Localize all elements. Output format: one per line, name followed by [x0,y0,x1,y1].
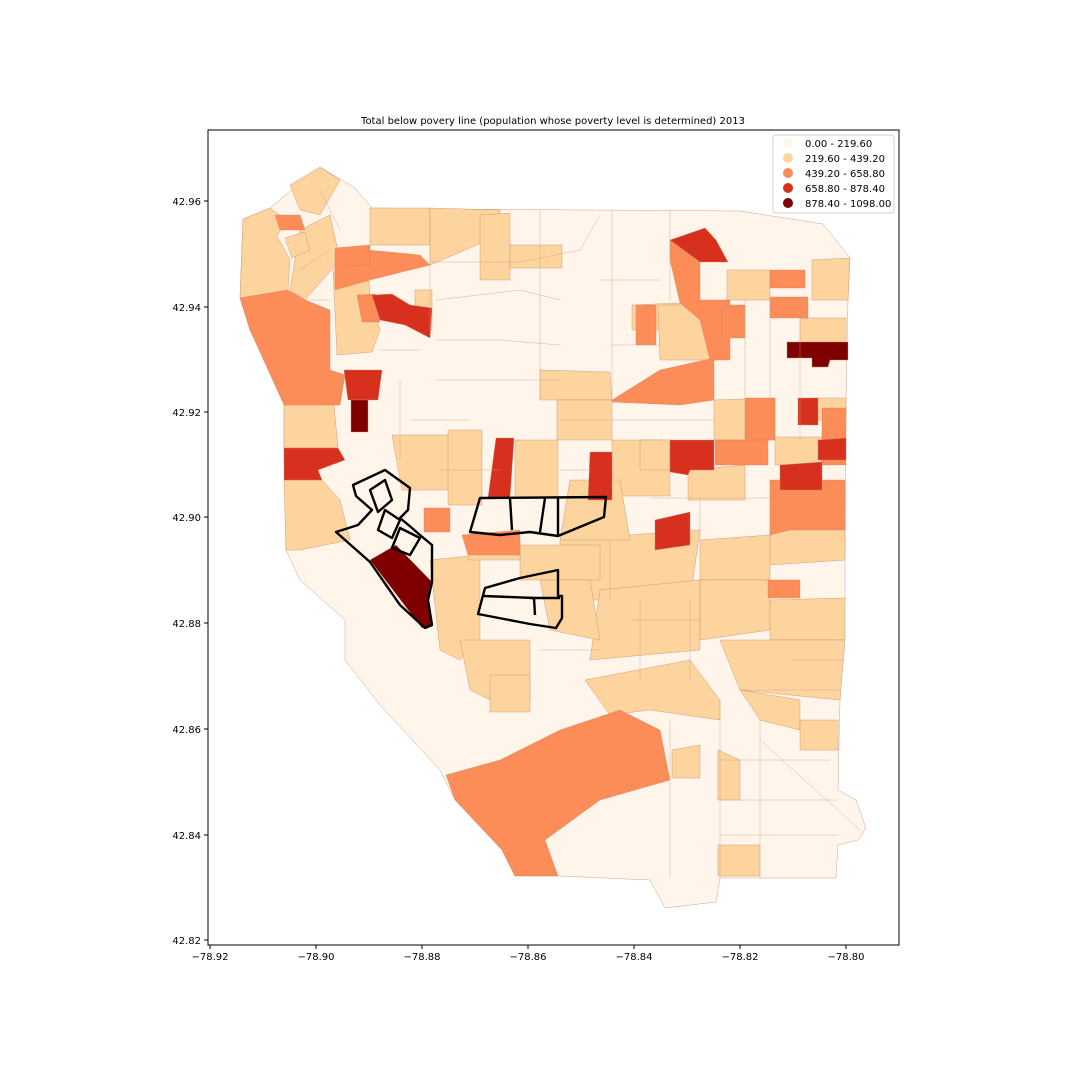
legend-label: 439.20 - 658.80 [805,169,885,180]
x-tick-label: −78.90 [297,952,334,963]
legend-box [772,134,895,214]
y-tick-label: 42.84 [172,831,201,842]
legend-label: 219.60 - 439.20 [805,154,885,165]
x-tick-label: −78.86 [509,952,546,963]
y-tick-label: 42.96 [172,197,201,208]
legend-swatch [783,138,793,148]
legend-swatch [783,183,793,193]
x-tick-label: −78.82 [721,952,758,963]
choropleth-map [239,166,867,909]
legend-swatch [783,198,793,208]
x-axis: −78.92 −78.90 −78.88 −78.86 −78.84 −78.8… [191,945,865,963]
regions-class-4 [283,227,847,551]
y-tick-label: 42.92 [172,408,201,419]
x-tick-label: −78.88 [403,952,440,963]
y-tick-label: 42.82 [172,936,201,947]
legend-swatch [783,153,793,163]
map-title: Total below povery line (population whos… [360,116,745,127]
regions-class-3 [239,214,847,877]
legend-label: 658.80 - 878.40 [805,184,885,195]
axes-frame [207,129,900,946]
x-tick-label: −78.92 [191,952,228,963]
y-axis: 42.82 42.84 42.86 42.88 42.90 42.92 42.9… [172,197,208,947]
regions-class-5 [350,341,849,629]
x-tick-label: −78.84 [615,952,652,963]
legend: 0.00 - 219.60 219.60 - 439.20 439.20 - 6… [772,134,895,214]
y-tick-label: 42.90 [172,513,201,524]
legend-swatch [783,168,793,178]
legend-label: 0.00 - 219.60 [805,139,872,150]
y-tick-label: 42.86 [172,725,201,736]
highlighted-tracts [334,468,608,630]
y-tick-label: 42.88 [172,619,201,630]
x-tick-label: −78.80 [827,952,864,963]
tract-boundaries [290,189,861,878]
legend-label: 878.40 - 1098.00 [805,199,891,210]
y-tick-label: 42.94 [172,303,201,314]
